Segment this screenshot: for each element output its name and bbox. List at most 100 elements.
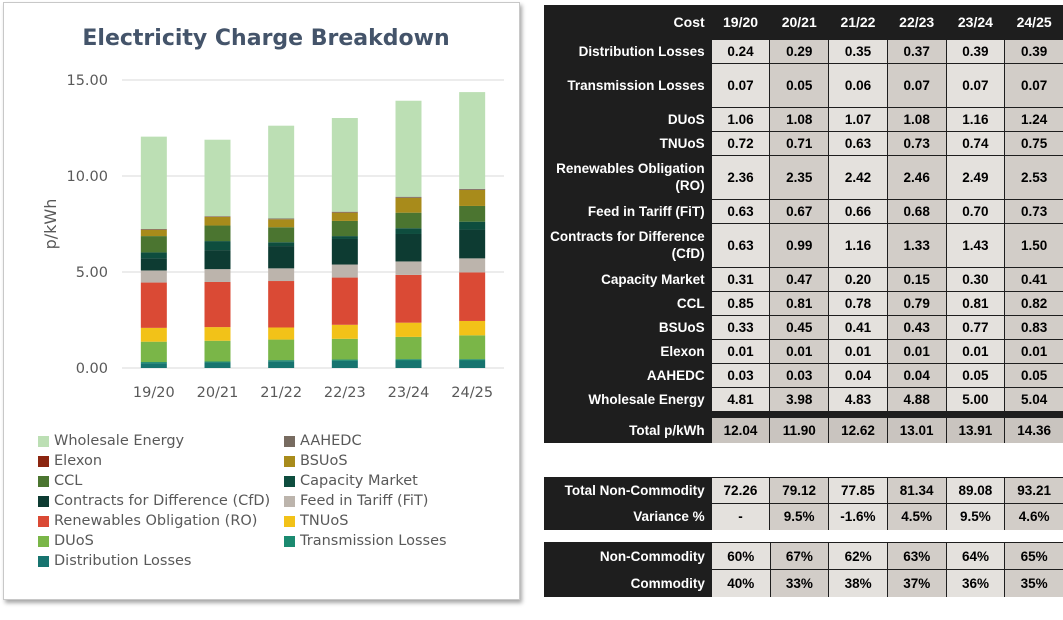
value-cell: 0.07	[945, 62, 1005, 107]
legend-swatch	[38, 495, 49, 507]
bar-segment-renewables-obligation-ro	[204, 281, 231, 328]
bar-segment-bsuos	[459, 190, 486, 206]
bar-segment-capacity-market	[268, 242, 295, 247]
bar-segment-renewables-obligation-ro	[140, 282, 167, 328]
bar-segment-duos	[204, 340, 231, 362]
table-row: BSUoS 0.33 0.45 0.41 0.43 0.77 0.83	[544, 314, 1063, 339]
table-row: Contracts for Difference (CfD) 0.63 0.99 1.…	[544, 222, 1063, 267]
bar-segment-aahedc	[268, 218, 295, 220]
bar-segment-bsuos	[331, 212, 358, 221]
bar-segment-feed-in-tariff-fit	[331, 264, 358, 278]
value-cell: 33%	[769, 569, 829, 597]
header-year: 20/21	[769, 5, 829, 39]
bar-segment-wholesale-energy	[395, 100, 422, 197]
value-cell: 1.08	[769, 106, 829, 131]
value-cell: 9.5%	[769, 503, 829, 530]
value-cell: 65%	[1004, 542, 1063, 570]
value-cell: 0.33	[710, 314, 770, 339]
value-cell: 13.01	[886, 416, 947, 443]
legend-label: Feed in Tariff (FiT)	[300, 493, 429, 509]
legend-label: Distribution Losses	[54, 553, 192, 569]
value-cell: 0.20	[828, 266, 888, 291]
bar-segment-bsuos	[204, 216, 231, 226]
value-cell: 4.5%	[886, 503, 946, 530]
bar-segment-tnuos	[331, 324, 358, 339]
bar-segment-wholesale-energy	[268, 125, 295, 219]
value-cell: 0.47	[769, 266, 829, 291]
bar-segment-aahedc	[395, 196, 422, 198]
value-cell: 0.03	[710, 362, 770, 387]
value-cell: 1.16	[828, 222, 888, 267]
bar-segment-feed-in-tariff-fit	[459, 258, 486, 273]
value-cell: 5.04	[1004, 386, 1063, 411]
value-cell: 0.05	[769, 62, 829, 107]
value-cell: 0.77	[945, 314, 1005, 339]
bar-segment-contracts-for-difference-cfd	[204, 250, 231, 270]
value-cell: 5.00	[945, 386, 1005, 411]
value-cell: 0.82	[1004, 290, 1063, 315]
value-cell: 1.33	[886, 222, 947, 267]
bar-segment-transmission-losses	[331, 359, 358, 361]
table-row: Non-Commodity 60% 67% 62% 63% 64% 65%	[544, 542, 1063, 570]
row-label: Total p/kWh	[544, 417, 712, 443]
value-cell: 1.06	[710, 106, 770, 131]
value-cell: 37%	[886, 569, 947, 597]
value-cell: 72.26	[710, 477, 770, 504]
legend-label: Contracts for Difference (CfD)	[54, 493, 271, 509]
value-cell: 0.45	[769, 314, 829, 339]
bar-segment-transmission-losses	[268, 360, 295, 362]
value-cell: 0.01	[886, 338, 947, 363]
legend-label: Elexon	[54, 453, 103, 469]
value-cell: 62%	[828, 542, 888, 570]
value-cell: 0.05	[945, 362, 1005, 387]
row-label: Transmission Losses	[544, 63, 712, 107]
bar-segment-contracts-for-difference-cfd	[395, 233, 422, 262]
value-cell: 0.37	[886, 38, 947, 63]
bar-segment-distribution-losses	[395, 360, 422, 368]
value-cell: 0.01	[710, 338, 770, 363]
row-label: Capacity Market	[544, 267, 712, 291]
legend-swatch	[284, 495, 295, 507]
bar-segment-wholesale-energy	[204, 139, 231, 217]
bar-segment-bsuos	[395, 197, 422, 213]
value-cell: 4.81	[710, 386, 770, 411]
value-cell: 0.73	[1004, 198, 1063, 223]
x-tick-label: 19/20	[133, 385, 175, 401]
value-cell: 0.81	[769, 290, 829, 315]
bar-segment-contracts-for-difference-cfd	[140, 258, 167, 271]
value-cell: 1.07	[828, 106, 888, 131]
value-cell: 9.5%	[945, 503, 1005, 530]
value-cell: 0.63	[828, 130, 888, 155]
legend-item: TNUoS	[284, 511, 348, 531]
value-cell: 40%	[710, 569, 771, 597]
x-tick-label: 21/22	[260, 385, 302, 401]
y-tick-label: 5.00	[76, 265, 108, 281]
bar-segment-tnuos	[140, 327, 167, 342]
value-cell: 11.90	[769, 416, 829, 443]
value-cell: 0.81	[945, 290, 1005, 315]
value-cell: 0.35	[828, 38, 888, 63]
row-label: Non-Commodity	[544, 542, 712, 570]
bar-segment-bsuos	[268, 219, 295, 228]
legend-item: AAHEDC	[284, 431, 362, 451]
row-label: AAHEDC	[544, 363, 712, 387]
row-label: BSUoS	[544, 315, 712, 339]
value-cell: 0.05	[1004, 362, 1063, 387]
table-row: Renewables Obligation (RO) 2.36 2.35 2.42 2.…	[544, 154, 1063, 199]
value-cell: 4.83	[828, 386, 888, 411]
value-cell: 0.15	[886, 266, 947, 291]
value-cell: 2.36	[710, 154, 770, 199]
bar-segment-bsuos	[140, 229, 167, 237]
value-cell: 0.41	[828, 314, 888, 339]
commodity-split-table: Non-Commodity 60% 67% 62% 63% 64% 65% Commodity…	[544, 542, 1063, 597]
bar-segment-renewables-obligation-ro	[268, 281, 295, 328]
header-year: 24/25	[1004, 5, 1063, 39]
legend-label: CCL	[54, 473, 83, 489]
table-row: Transmission Losses 0.07 0.05 0.06 0.07 0.07 0…	[544, 62, 1063, 107]
row-label: Wholesale Energy	[544, 387, 712, 411]
table-header: Cost 19/20 20/21 21/22 22/23 23/24 24/25	[544, 5, 1063, 39]
y-tick-label: 0.00	[76, 361, 108, 377]
bar-segment-feed-in-tariff-fit	[395, 261, 422, 275]
value-cell: 1.24	[1004, 106, 1063, 131]
legend-label: Renewables Obligation (RO)	[54, 513, 258, 529]
